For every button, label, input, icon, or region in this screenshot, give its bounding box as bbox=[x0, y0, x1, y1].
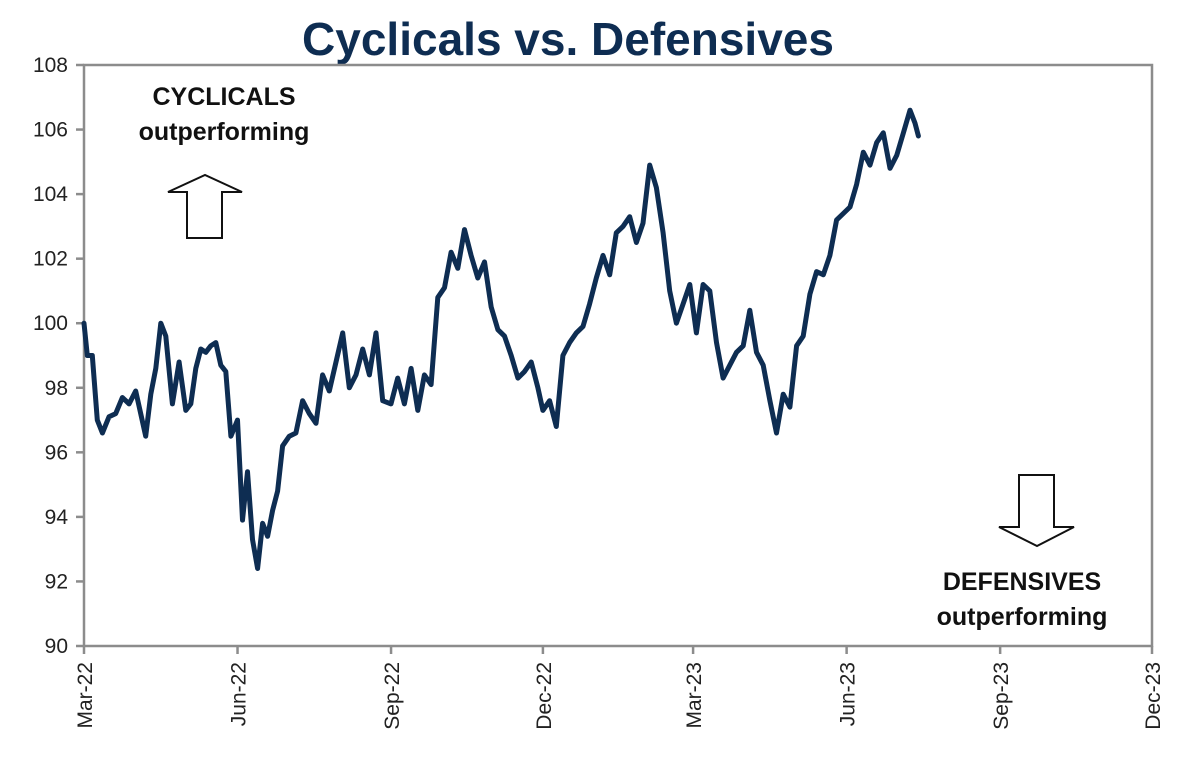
y-tick-label: 106 bbox=[33, 119, 68, 142]
x-axis: Mar-22 Jun-22 Sep-22 Dec-22 Mar-23 Jun-23 Sep-… bbox=[74, 646, 1165, 730]
plot-border bbox=[82, 63, 1154, 648]
defensives-annotation-line1: DEFENSIVES bbox=[943, 568, 1101, 596]
x-tick-label: Jun-22 bbox=[228, 662, 251, 726]
x-tick-label: Jun-23 bbox=[837, 662, 860, 726]
x-tick-label: Dec-22 bbox=[533, 662, 556, 730]
cyclicals-annotation-line1: CYCLICALS bbox=[152, 83, 295, 111]
y-tick-label: 98 bbox=[45, 377, 68, 400]
up-arrow-icon bbox=[167, 173, 243, 239]
y-tick-label: 92 bbox=[45, 570, 68, 593]
x-tick-label: Sep-23 bbox=[990, 662, 1013, 730]
series-layer bbox=[81, 107, 921, 571]
y-tick-label: 96 bbox=[45, 441, 68, 464]
x-tick-label: Sep-22 bbox=[381, 662, 404, 730]
defensives-annotation-line2: outperforming bbox=[937, 603, 1108, 631]
y-tick-label: 90 bbox=[45, 635, 68, 658]
y-tick-label: 100 bbox=[33, 312, 68, 335]
down-arrow-icon bbox=[998, 474, 1075, 548]
y-axis: 90 92 94 96 98 100 102 104 106 108 bbox=[33, 54, 84, 658]
cyclicals-annotation-line2: outperforming bbox=[139, 118, 310, 146]
y-tick-label: 94 bbox=[45, 506, 69, 529]
plot-frame bbox=[82, 63, 1154, 648]
x-tick-label: Dec-23 bbox=[1142, 662, 1165, 730]
chart-title: Cyclicals vs. Defensives bbox=[302, 13, 834, 65]
x-tick-label: Mar-22 bbox=[74, 662, 97, 729]
series-line bbox=[81, 107, 921, 571]
annotations: CYCLICALS outperforming DEFENSIVES outperfo… bbox=[139, 83, 1108, 631]
y-tick-label: 102 bbox=[33, 248, 68, 271]
y-tick-label: 104 bbox=[33, 183, 68, 206]
x-tick-label: Mar-23 bbox=[683, 662, 706, 729]
y-tick-label: 108 bbox=[33, 54, 68, 77]
